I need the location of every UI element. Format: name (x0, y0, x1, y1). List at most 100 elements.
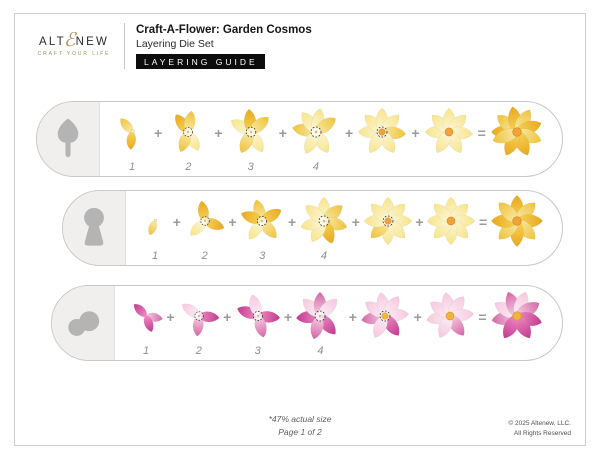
layer-steps: 1 +2 +3 +4 + + = (115, 286, 562, 360)
plus-icon: + (214, 125, 223, 141)
step-number: 2 (195, 345, 202, 357)
step-flower (363, 196, 412, 246)
page-indicator: Page 1 of 2 (278, 426, 322, 437)
peanut-die-icon (68, 311, 100, 336)
scale-note: *47% actual size Page 1 of 2 (15, 413, 585, 439)
flower-box (182, 193, 228, 249)
step-flower (424, 107, 473, 153)
layer-step: 4 (289, 104, 343, 174)
step-flower (292, 108, 336, 154)
flower-box (293, 288, 347, 344)
flower-box (488, 104, 546, 160)
step-number: 4 (312, 161, 319, 173)
plus-icon: + (223, 309, 232, 325)
step-number: 4 (317, 345, 324, 357)
guide-rows: 1 +2 +3 +4 + + = 1 +2 +3 +4 + + = 1 +2 +3 +4 + + = (15, 101, 585, 361)
step-flower (241, 199, 282, 240)
plus-icon: + (345, 125, 354, 141)
layer-step: 3 (237, 193, 287, 263)
step-flower (426, 292, 475, 338)
copyright-line1: © 2025 Altenew, LLC. (508, 420, 571, 428)
title-block: Craft-A-Flower: Garden Cosmos Layering D… (136, 23, 312, 69)
result-flower (490, 106, 542, 156)
layer-step: 3 (233, 288, 283, 358)
layering-guide-badge: LAYERING GUIDE (136, 54, 265, 69)
guide-row: 1 +2 +3 +4 + + = (36, 101, 563, 177)
step-flower (427, 196, 476, 246)
step-flower (181, 303, 220, 337)
step-flower (190, 200, 224, 236)
flower-box (225, 104, 277, 160)
flower-box (176, 288, 222, 344)
result-step (488, 104, 546, 174)
step-flower (300, 196, 348, 244)
step-number: 3 (247, 161, 254, 173)
layer-step: 2 (176, 288, 222, 358)
equals-icon: = (477, 125, 486, 141)
flower-box (424, 193, 478, 249)
plus-icon: + (348, 309, 357, 325)
logo-text-end: NEW (75, 35, 109, 48)
header: ALTℰNEW CRAFT YOUR LIFE Craft-A-Flower: … (33, 23, 312, 69)
layer-step: 4 (293, 288, 347, 358)
logo-tagline: CRAFT YOUR LIFE (37, 50, 111, 57)
copyright-line2: All Rights Reserved (513, 429, 571, 437)
step-number: 3 (259, 250, 266, 262)
flower-box (358, 288, 412, 344)
guide-row: 1 +2 +3 +4 + + = (51, 285, 563, 361)
layer-step: 2 (182, 193, 228, 263)
step-flower (361, 292, 410, 338)
plus-icon: + (283, 309, 293, 325)
step-flower (133, 303, 163, 332)
die-panel (52, 286, 115, 360)
step-flower (236, 294, 280, 338)
plus-icon: + (351, 214, 360, 230)
step-number: 1 (128, 161, 136, 173)
layer-step (355, 104, 409, 174)
keyhole-die-icon (84, 207, 104, 246)
flower-box (112, 104, 152, 160)
plus-icon: + (278, 125, 287, 141)
logo-wordmark: ALTℰNEW (33, 30, 115, 49)
flower-box (355, 104, 409, 160)
step-flower (175, 110, 200, 153)
flower-box (488, 288, 546, 344)
step-flower (296, 291, 338, 340)
flower-box (138, 193, 172, 249)
scale-note-text: *47% actual size (268, 413, 332, 424)
layer-step: 3 (225, 104, 277, 174)
step-number: 2 (201, 250, 208, 262)
plus-icon: + (166, 309, 175, 325)
layer-step: 2 (164, 104, 212, 174)
flower-box (164, 104, 212, 160)
layer-step (358, 288, 412, 358)
plus-icon: + (228, 214, 237, 230)
plus-icon: + (413, 309, 422, 325)
logo-script-e-icon: ℰ (63, 28, 78, 51)
flower-box (233, 288, 283, 344)
layer-step (424, 193, 478, 263)
step-number: 1 (151, 250, 159, 262)
flower-box (361, 193, 415, 249)
plus-icon: + (288, 214, 297, 230)
copyright: © 2025 Altenew, LLC. All Rights Reserved (508, 419, 571, 438)
page-subtitle: Layering Die Set (136, 37, 214, 50)
step-flower (358, 107, 407, 153)
step-flower (148, 218, 158, 236)
flower-box (289, 104, 343, 160)
step-number: 1 (142, 345, 150, 357)
plus-icon: + (154, 125, 163, 141)
layer-step: 1 (112, 104, 152, 174)
header-divider (124, 23, 125, 69)
layer-step: 1 (138, 193, 172, 263)
plus-icon: + (411, 125, 420, 141)
guide-page: ALTℰNEW CRAFT YOUR LIFE Craft-A-Flower: … (14, 13, 586, 446)
result-flower (491, 291, 542, 339)
flower-box (488, 193, 546, 249)
page-title: Craft-A-Flower: Garden Cosmos (136, 24, 312, 37)
flower-box (237, 193, 287, 249)
layer-step: 4 (297, 193, 351, 263)
bud-die-icon (57, 118, 79, 158)
layer-step (361, 193, 415, 263)
step-flower (230, 108, 269, 154)
